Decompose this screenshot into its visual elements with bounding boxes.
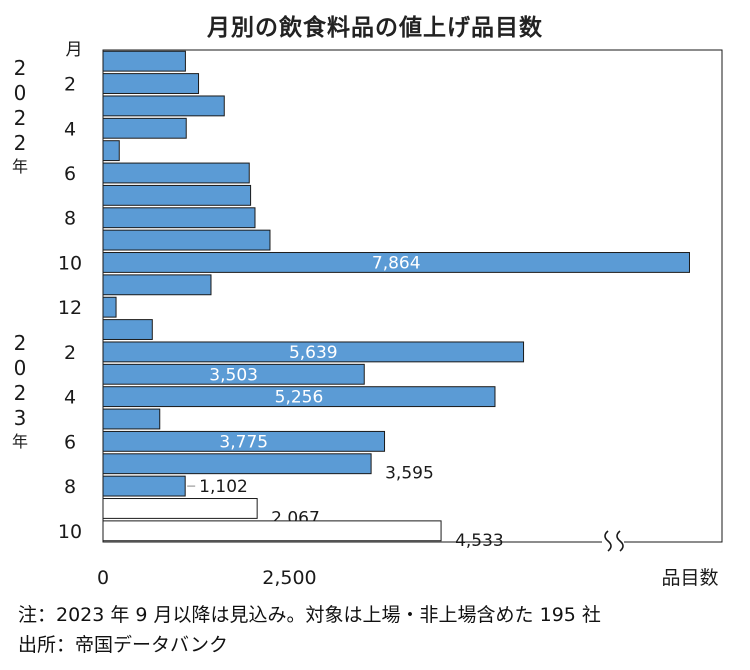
month-header: 月 [66, 40, 83, 60]
bar [102, 95, 225, 117]
bar [102, 184, 252, 206]
bar [102, 50, 186, 72]
data-label: 4,533 [455, 531, 504, 551]
bar [102, 453, 372, 475]
bar [102, 207, 256, 229]
month-tick-label: 6 [64, 431, 76, 453]
month-tick-label: 4 [64, 118, 76, 140]
year-label-char: 年 [12, 157, 28, 176]
bar [102, 341, 525, 363]
year-label-char: 2 [14, 381, 27, 405]
data-label: 7,864 [372, 253, 421, 273]
year-label-char: 2 [14, 56, 27, 80]
bar [102, 274, 212, 296]
x-tick-label: 0 [97, 567, 109, 589]
year-label-char: 2 [14, 131, 27, 155]
data-label: 3,595 [385, 464, 434, 484]
month-tick-label: 8 [64, 476, 76, 498]
year-label-char: 0 [14, 81, 27, 105]
bar [102, 162, 250, 184]
month-tick-label: 2 [64, 74, 76, 96]
axis-break-mark [616, 530, 624, 552]
bar [102, 117, 187, 139]
year-label-char: 2 [14, 331, 27, 355]
bar [102, 430, 386, 452]
month-tick-label: 10 [58, 521, 82, 543]
month-tick-label: 4 [64, 387, 76, 409]
year-label-char: 年 [12, 432, 28, 451]
bar [102, 319, 153, 340]
bar [102, 140, 120, 162]
bar [102, 229, 271, 251]
month-tick-label: 10 [58, 252, 82, 274]
month-tick-label: 2 [64, 342, 76, 364]
bar [102, 475, 186, 497]
year-label-char: 0 [14, 356, 27, 380]
source-note: 出所：帝国データバンク [18, 634, 228, 656]
bar [102, 73, 200, 94]
chart-title: 月別の飲食料品の値上げ品目数 [207, 15, 543, 41]
month-tick-label: 8 [64, 208, 76, 230]
data-label: 1,102 [199, 477, 248, 497]
year-label-char: 2 [14, 106, 27, 130]
bar-chart: 7,8645,6393,5035,2563,7753,5951,1022,067… [12, 40, 723, 589]
axis-break-mark [604, 530, 612, 552]
axis-break-mask [602, 530, 624, 554]
data-label: 3,503 [209, 365, 258, 385]
bar [102, 252, 690, 273]
data-label: 3,775 [219, 432, 268, 452]
bar [102, 498, 258, 519]
data-label: 5,639 [289, 343, 338, 363]
data-label: 5,256 [275, 388, 324, 408]
plot-frame [102, 49, 723, 543]
x-tick-label: 2,500 [262, 567, 316, 589]
footnote: 注：2023 年 9 月以降は見込み。対象は上場・非上場含めた 195 社 [18, 604, 601, 626]
bar [102, 408, 161, 430]
bar [102, 296, 117, 318]
month-tick-label: 6 [64, 163, 76, 185]
bar [102, 363, 365, 385]
bar [102, 520, 442, 542]
bar [102, 386, 496, 408]
x-axis-title: 品目数 [661, 567, 718, 589]
month-tick-label: 12 [58, 297, 82, 319]
year-label-char: 3 [14, 406, 27, 430]
